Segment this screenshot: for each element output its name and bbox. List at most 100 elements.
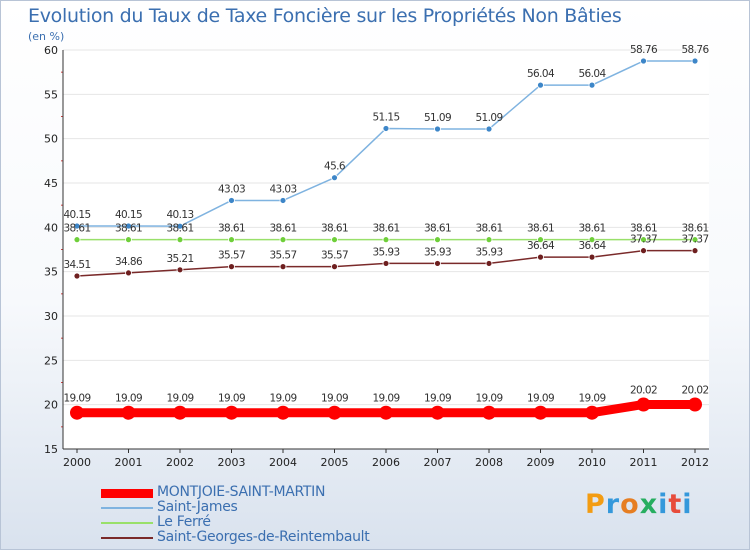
data-point-le-ferr [383,237,389,243]
logo-letter: t [668,489,682,520]
data-point-saint-georges-de-reintembault [486,260,492,266]
data-label-montjoie-saint-martin: 19.09 [321,393,348,405]
data-point-montjoie-saint-martin [173,406,187,420]
y-tick-label: 45 [44,177,58,190]
data-point-saint-georges-de-reintembault [589,254,595,260]
data-label-saint-james: 51.15 [372,111,399,123]
data-point-saint-james [486,126,492,132]
legend-swatch-montjoie-saint-martin [101,489,153,498]
data-point-le-ferr [332,237,338,243]
data-point-saint-james [280,197,286,203]
data-label-saint-georges-de-reintembault: 37.37 [681,234,708,246]
data-label-le-ferr: 38.61 [424,223,451,235]
data-label-saint-georges-de-reintembault: 35.21 [166,253,193,265]
data-point-saint-georges-de-reintembault [538,254,544,260]
data-label-montjoie-saint-martin: 20.02 [630,384,657,396]
x-tick-label: 2011 [630,456,658,469]
y-tick-label: 25 [44,354,58,367]
data-label-le-ferr: 38.61 [269,223,296,235]
data-point-montjoie-saint-martin [585,406,599,420]
data-point-saint-georges-de-reintembault [332,264,338,270]
logo-letter: i [682,489,692,520]
data-label-le-ferr: 38.61 [218,223,245,235]
data-label-montjoie-saint-martin: 19.09 [269,393,296,405]
x-tick-label: 2003 [218,456,246,469]
data-label-montjoie-saint-martin: 19.09 [218,393,245,405]
data-label-saint-james: 40.15 [63,209,90,221]
data-point-saint-james [692,58,698,64]
x-tick-label: 2002 [166,456,194,469]
data-label-saint-georges-de-reintembault: 35.57 [269,250,296,262]
data-label-saint-james: 56.04 [578,68,606,80]
legend-label-le-ferr: Le Ferré [157,514,211,530]
x-tick-label: 2006 [372,456,400,469]
data-label-saint-georges-de-reintembault: 37.37 [630,234,657,246]
data-label-le-ferr: 38.61 [527,223,554,235]
data-point-montjoie-saint-martin [637,397,651,411]
data-point-le-ferr [229,237,235,243]
data-point-montjoie-saint-martin [276,406,290,420]
data-point-saint-georges-de-reintembault [280,264,286,270]
data-label-le-ferr: 38.61 [115,223,142,235]
chart-frame: Evolution du Taux de Taxe Foncière sur l… [0,0,750,550]
data-label-saint-james: 40.13 [166,209,193,221]
legend-label-montjoie-saint-martin: MONTJOIE-SAINT-MARTIN [157,484,325,500]
x-tick-label: 2009 [527,456,555,469]
data-point-saint-james [332,175,338,181]
data-label-saint-georges-de-reintembault: 34.51 [63,259,90,271]
data-label-montjoie-saint-martin: 19.09 [424,393,451,405]
data-point-saint-james [229,197,235,203]
data-point-montjoie-saint-martin [534,406,548,420]
y-tick-label: 35 [44,266,58,279]
data-label-saint-james: 45.6 [324,161,346,173]
data-label-montjoie-saint-martin: 19.09 [475,393,502,405]
legend-swatch-le-ferr [101,522,153,524]
data-label-montjoie-saint-martin: 19.09 [166,393,193,405]
data-label-montjoie-saint-martin: 19.09 [527,393,554,405]
legend-label-saint-james: Saint-James [157,499,238,515]
data-point-saint-james [435,126,441,132]
data-label-montjoie-saint-martin: 19.09 [63,393,90,405]
line-chart: 152025303540455055602000 2001 2002 2003 2004… [1,1,749,549]
data-point-le-ferr [126,237,132,243]
data-label-saint-james: 58.76 [630,44,658,56]
data-point-le-ferr [435,237,441,243]
data-point-le-ferr [280,237,286,243]
logo-letter: r [606,489,620,520]
x-tick-label: 2012 [681,456,709,469]
data-label-saint-james: 56.04 [527,68,555,80]
data-label-saint-georges-de-reintembault: 35.57 [321,250,348,262]
data-point-saint-georges-de-reintembault [177,267,183,273]
y-tick-label: 50 [44,133,58,146]
data-point-le-ferr [74,237,80,243]
legend-swatch-saint-georges-de-reintembault [101,537,153,539]
data-point-saint-james [589,82,595,88]
data-point-montjoie-saint-martin [688,397,702,411]
logo-letter: i [658,489,668,520]
data-label-le-ferr: 38.61 [372,223,399,235]
data-label-le-ferr: 38.61 [321,223,348,235]
data-point-saint-georges-de-reintembault [383,260,389,266]
data-point-montjoie-saint-martin [122,406,136,420]
x-tick-label: 2000 [63,456,91,469]
y-tick-label: 20 [44,399,58,412]
data-label-montjoie-saint-martin: 20.02 [681,384,708,396]
x-tick-label: 2010 [578,456,606,469]
data-point-saint-james [641,58,647,64]
data-point-le-ferr [486,237,492,243]
data-label-saint-james: 40.15 [115,209,142,221]
y-tick-label: 60 [44,44,58,57]
data-point-saint-georges-de-reintembault [126,270,132,276]
data-label-saint-georges-de-reintembault: 35.57 [218,250,245,262]
data-label-saint-georges-de-reintembault: 36.64 [527,240,555,252]
data-point-montjoie-saint-martin [225,406,239,420]
data-point-le-ferr [177,237,183,243]
x-tick-label: 2008 [475,456,503,469]
data-label-saint-james: 51.09 [424,112,451,124]
data-point-saint-georges-de-reintembault [74,273,80,279]
data-point-montjoie-saint-martin [328,406,342,420]
data-label-saint-james: 43.03 [218,183,245,195]
y-tick-label: 40 [44,221,58,234]
data-label-montjoie-saint-martin: 19.09 [115,393,142,405]
logo-letter: P [585,489,606,520]
